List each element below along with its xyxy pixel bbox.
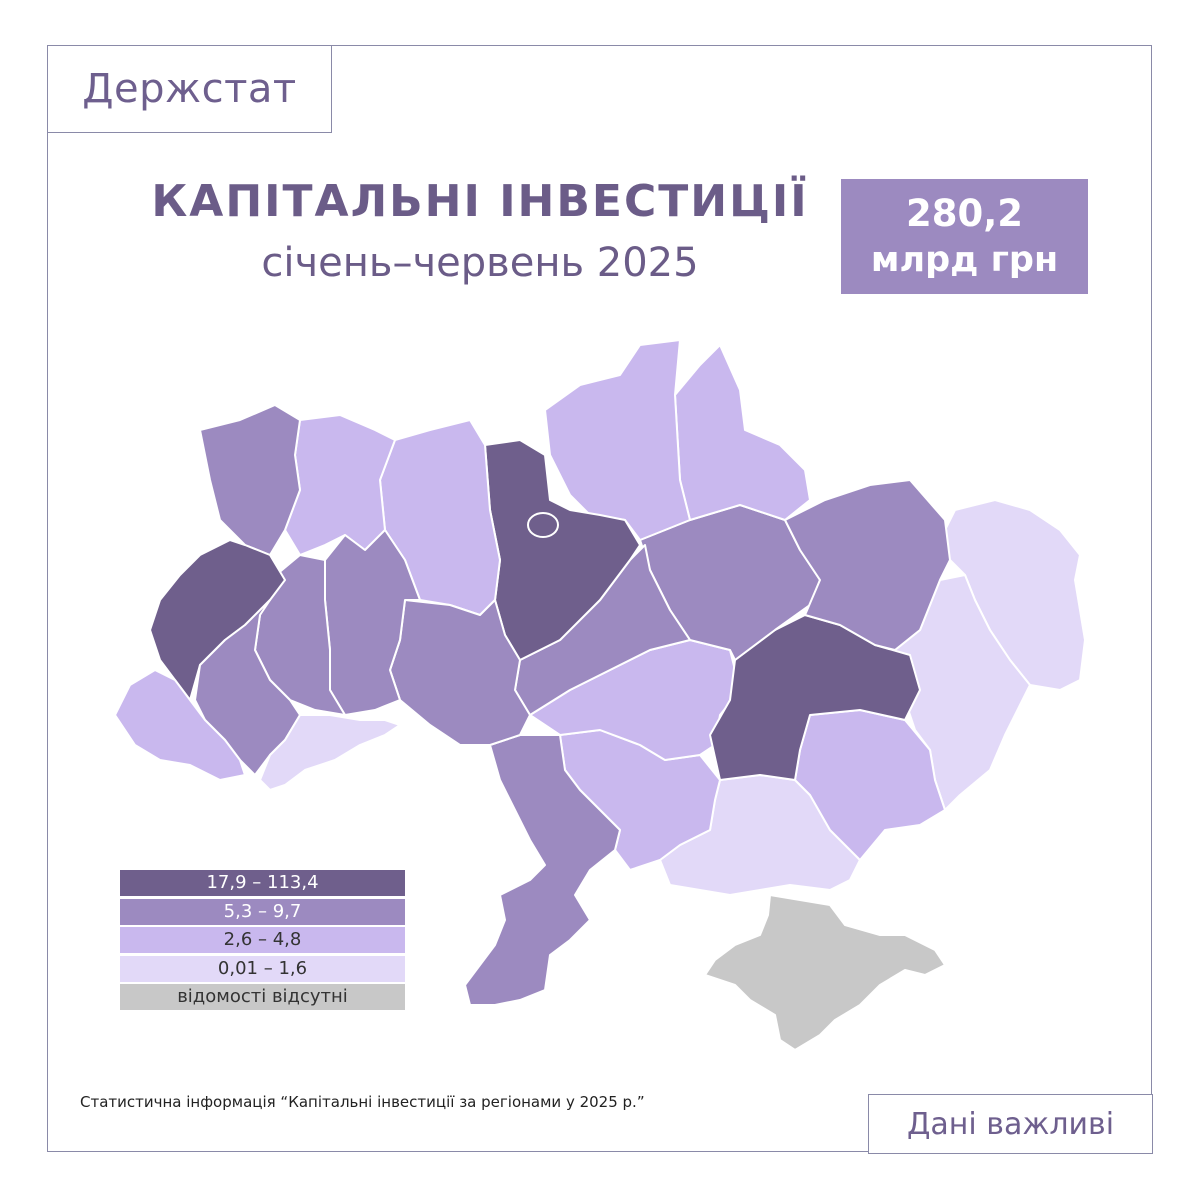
region-rivne — [284, 414, 396, 556]
region-chernivtsi — [259, 714, 401, 791]
page-subtitle: січень–червень 2025 — [261, 240, 699, 286]
kyiv-city-marker — [527, 512, 559, 538]
brand-logo: Держстат — [82, 66, 297, 112]
legend: 17,9 – 113,4 5,3 – 9,7 2,6 – 4,8 0,01 – … — [120, 870, 405, 1013]
legend-label: 0,01 – 1,6 — [217, 957, 308, 979]
legend-item: 17,9 – 113,4 — [120, 870, 405, 896]
legend-label: відомості відсутні — [177, 986, 348, 1007]
source-note: Статистична інформація “Капітальні інвес… — [80, 1093, 645, 1111]
page-title: КАПІТАЛЬНІ ІНВЕСТИЦІЇ — [151, 176, 809, 227]
region-luhansk — [939, 499, 1086, 691]
legend-label: 5,3 – 9,7 — [223, 900, 302, 922]
region-zakarpattia — [114, 669, 246, 781]
total-badge: 280,2 млрд грн — [841, 179, 1088, 294]
legend-item: відомості відсутні — [120, 984, 405, 1010]
brand-box: Держстат — [47, 45, 332, 133]
region-volyn — [199, 404, 301, 556]
region-crimea — [704, 894, 946, 1051]
page-frame — [47, 45, 1152, 1152]
region-odesa — [464, 734, 621, 1006]
legend-item: 0,01 – 1,6 — [120, 955, 405, 982]
total-value: 280,2 — [905, 191, 1024, 235]
region-sumy — [674, 344, 811, 521]
region-zaporizhzhia — [794, 709, 946, 861]
legend-item: 5,3 – 9,7 — [120, 898, 405, 925]
cta-label: Дані важливі — [906, 1106, 1115, 1142]
legend-label: 2,6 – 4,8 — [223, 929, 302, 950]
region-chernihiv — [544, 339, 691, 541]
legend-item: 2,6 – 4,8 — [120, 927, 405, 953]
legend-label: 17,9 – 113,4 — [206, 872, 319, 893]
region-kharkiv — [784, 479, 951, 651]
total-unit: млрд грн — [870, 239, 1059, 280]
data-important-badge: Дані важливі — [868, 1094, 1153, 1154]
